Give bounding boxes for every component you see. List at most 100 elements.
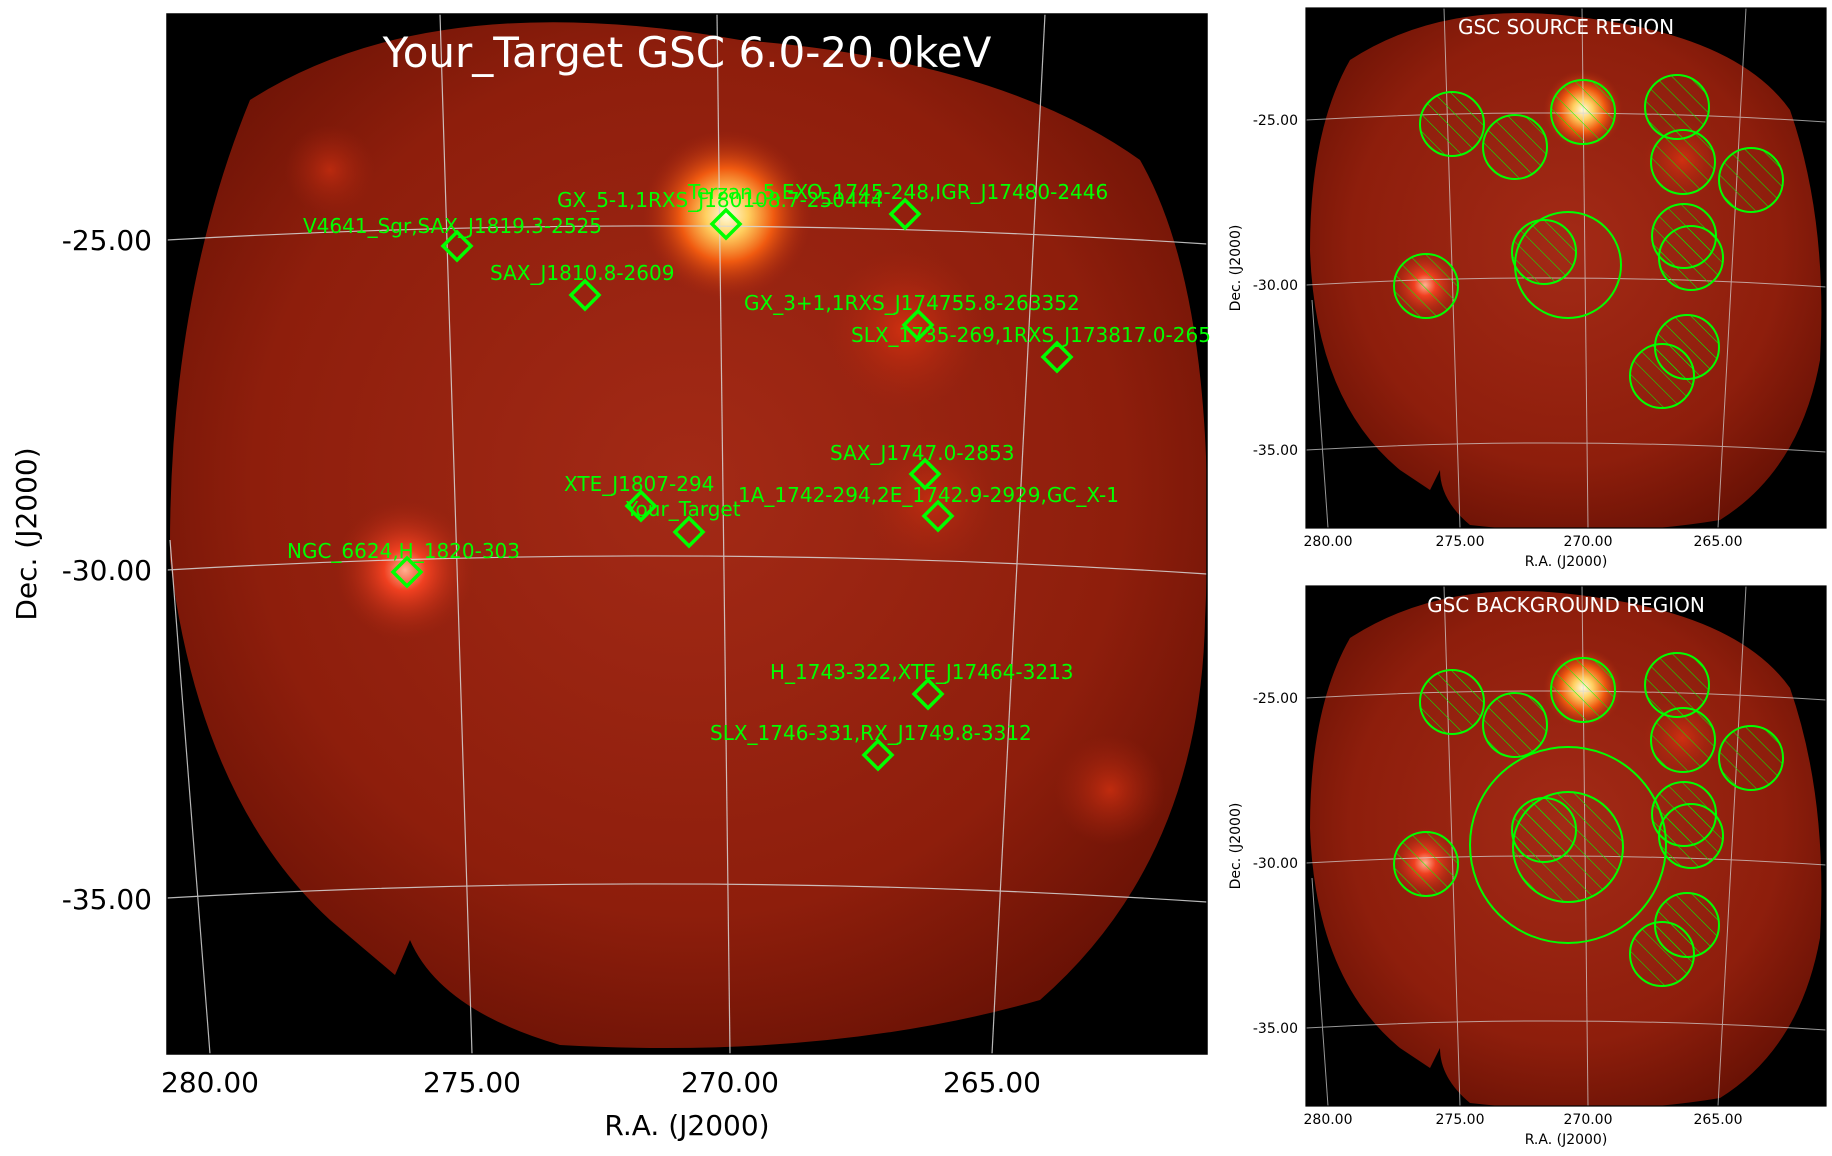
region-circle [1718, 725, 1784, 791]
region-circle [1550, 657, 1616, 723]
region-circle [1511, 797, 1577, 863]
source-panel-title: GSC SOURCE REGION [1458, 15, 1674, 39]
region-circle [1482, 114, 1548, 180]
y-tick-label: -30.00 [62, 554, 152, 587]
marker-slx1746 [861, 738, 895, 772]
marker-gx5-1 [709, 207, 743, 241]
marker-gx3-1 [901, 308, 935, 342]
source-label: XTE_J1807-294 [564, 472, 714, 496]
region-circle [1650, 707, 1716, 773]
source-frame [1305, 7, 1827, 529]
source-label: GX_5-1,1RXS_J180108.7-250444 [557, 188, 883, 212]
marker-terzan5 [888, 197, 922, 231]
source-x-axis-label: R.A. (J2000) [1525, 554, 1608, 570]
background-panel: GSC BACKGROUND REGION 280.00 275.00 270.… [1228, 585, 1827, 1148]
main-y-ticks: -25.00 -30.00 -35.00 [62, 224, 152, 916]
main-x-axis-label: R.A. (J2000) [604, 1109, 769, 1142]
source-label: SAX_J1810.8-2609 [490, 261, 674, 285]
main-y-axis-label: Dec. (J2000) [10, 447, 43, 620]
source-y-ticks: -25.00 -30.00 -35.00 [1253, 113, 1298, 459]
region-circle [1718, 147, 1784, 213]
x-tick-label: 280.00 [161, 1066, 259, 1099]
region-circle [1419, 91, 1485, 157]
main-blob-gx5-1 [642, 130, 812, 300]
marker-ngc6624 [390, 555, 424, 589]
source-label: V4641_Sgr,SAX_J1819.3-2525 [303, 214, 602, 238]
marker-your-target [672, 515, 706, 549]
background-frame [1305, 585, 1827, 1107]
x-tick-label: 270.00 [1564, 1112, 1613, 1128]
background-panel-title: GSC BACKGROUND REGION [1427, 593, 1705, 617]
y-tick-label: -25.00 [1253, 691, 1298, 707]
source-label: SLX_1746-331,RX_J1749.8-3312 [710, 721, 1032, 745]
main-x-ticks: 280.00 275.00 270.00 265.00 [161, 1066, 1041, 1099]
region-circle [1629, 343, 1695, 409]
main-blob-gc [860, 430, 1000, 570]
region-circle [1511, 219, 1577, 285]
x-tick-label: 275.00 [423, 1066, 521, 1099]
main-frame [166, 13, 1208, 1055]
main-marker-labels: V4641_Sgr,SAX_J1819.3-2525 GX_5-1,1RXS_J… [287, 180, 1211, 745]
source-label: SAX_J1747.0-2853 [830, 441, 1014, 465]
region-circle [1550, 79, 1616, 145]
x-tick-label: 280.00 [1304, 534, 1353, 550]
main-blob-gx3-1 [825, 250, 985, 410]
source-label: NGC_6624,H_1820-303 [287, 539, 520, 563]
source-regions [1393, 74, 1784, 409]
background-annulus-circle [1469, 746, 1667, 944]
source-label: Your_Target [625, 497, 741, 521]
x-tick-label: 270.00 [1564, 534, 1613, 550]
main-panel: V4641_Sgr,SAX_J1819.3-2525 GX_5-1,1RXS_J… [10, 13, 1211, 1142]
marker-sax-j1810 [568, 278, 602, 312]
source-label: SLX_1735-269,1RXS_J173817.0-265 [851, 323, 1211, 347]
source-y-axis-label: Dec. (J2000) [1228, 225, 1244, 312]
background-regions [1393, 652, 1784, 987]
main-blob-ngc6624 [335, 500, 475, 640]
x-tick-label: 265.00 [1694, 1112, 1743, 1128]
region-circle [1658, 225, 1724, 291]
marker-h1743 [911, 677, 945, 711]
source-panel: GSC SOURCE REGION 280.00 275.00 270.00 2… [1228, 7, 1827, 570]
marker-v4641 [440, 229, 474, 263]
x-tick-label: 275.00 [1436, 1112, 1485, 1128]
marker-slx1735 [1040, 340, 1074, 374]
x-tick-label: 280.00 [1304, 1112, 1353, 1128]
background-y-axis-label: Dec. (J2000) [1228, 803, 1244, 890]
region-circle [1393, 831, 1459, 897]
y-tick-label: -25.00 [62, 224, 152, 257]
y-tick-label: -30.00 [1253, 278, 1298, 294]
background-x-ticks: 280.00 275.00 270.00 265.00 [1304, 1112, 1743, 1128]
region-circle [1482, 692, 1548, 758]
y-tick-label: -25.00 [1253, 113, 1298, 129]
source-x-ticks: 280.00 275.00 270.00 265.00 [1304, 534, 1743, 550]
y-tick-label: -35.00 [1253, 443, 1298, 459]
source-label: 1A_1742-294,2E_1742.9-2929,GC_X-1 [738, 483, 1119, 507]
region-circle [1393, 253, 1459, 319]
region-circle [1629, 921, 1695, 987]
source-label: GX_3+1,1RXS_J174755.8-263352 [744, 291, 1080, 315]
main-grid [167, 14, 1207, 1054]
x-tick-label: 270.00 [681, 1066, 779, 1099]
main-markers [390, 197, 1074, 772]
region-circle [1644, 74, 1710, 140]
region-circle [1658, 803, 1724, 869]
source-extraction-circle [1514, 211, 1622, 319]
x-tick-label: 265.00 [1694, 534, 1743, 550]
y-tick-label: -35.00 [1253, 1021, 1298, 1037]
y-tick-label: -30.00 [1253, 856, 1298, 872]
marker-xte-j1807 [624, 489, 658, 523]
background-y-ticks: -25.00 -30.00 -35.00 [1253, 691, 1298, 1037]
main-blob-edge [1055, 735, 1165, 845]
source-label: Terzan_5,EXO_1745-248,IGR_J17480-2446 [687, 180, 1108, 204]
x-tick-label: 275.00 [1436, 534, 1485, 550]
region-circle [1644, 652, 1710, 718]
region-circle [1419, 669, 1485, 735]
background-x-axis-label: R.A. (J2000) [1525, 1132, 1608, 1148]
main-blob-topleft [285, 125, 375, 215]
marker-sax-j1747 [908, 457, 942, 491]
marker-1a1742 [921, 499, 955, 533]
y-tick-label: -35.00 [62, 883, 152, 916]
region-circle [1650, 129, 1716, 195]
source-label: H_1743-322,XTE_J17464-3213 [770, 660, 1074, 684]
